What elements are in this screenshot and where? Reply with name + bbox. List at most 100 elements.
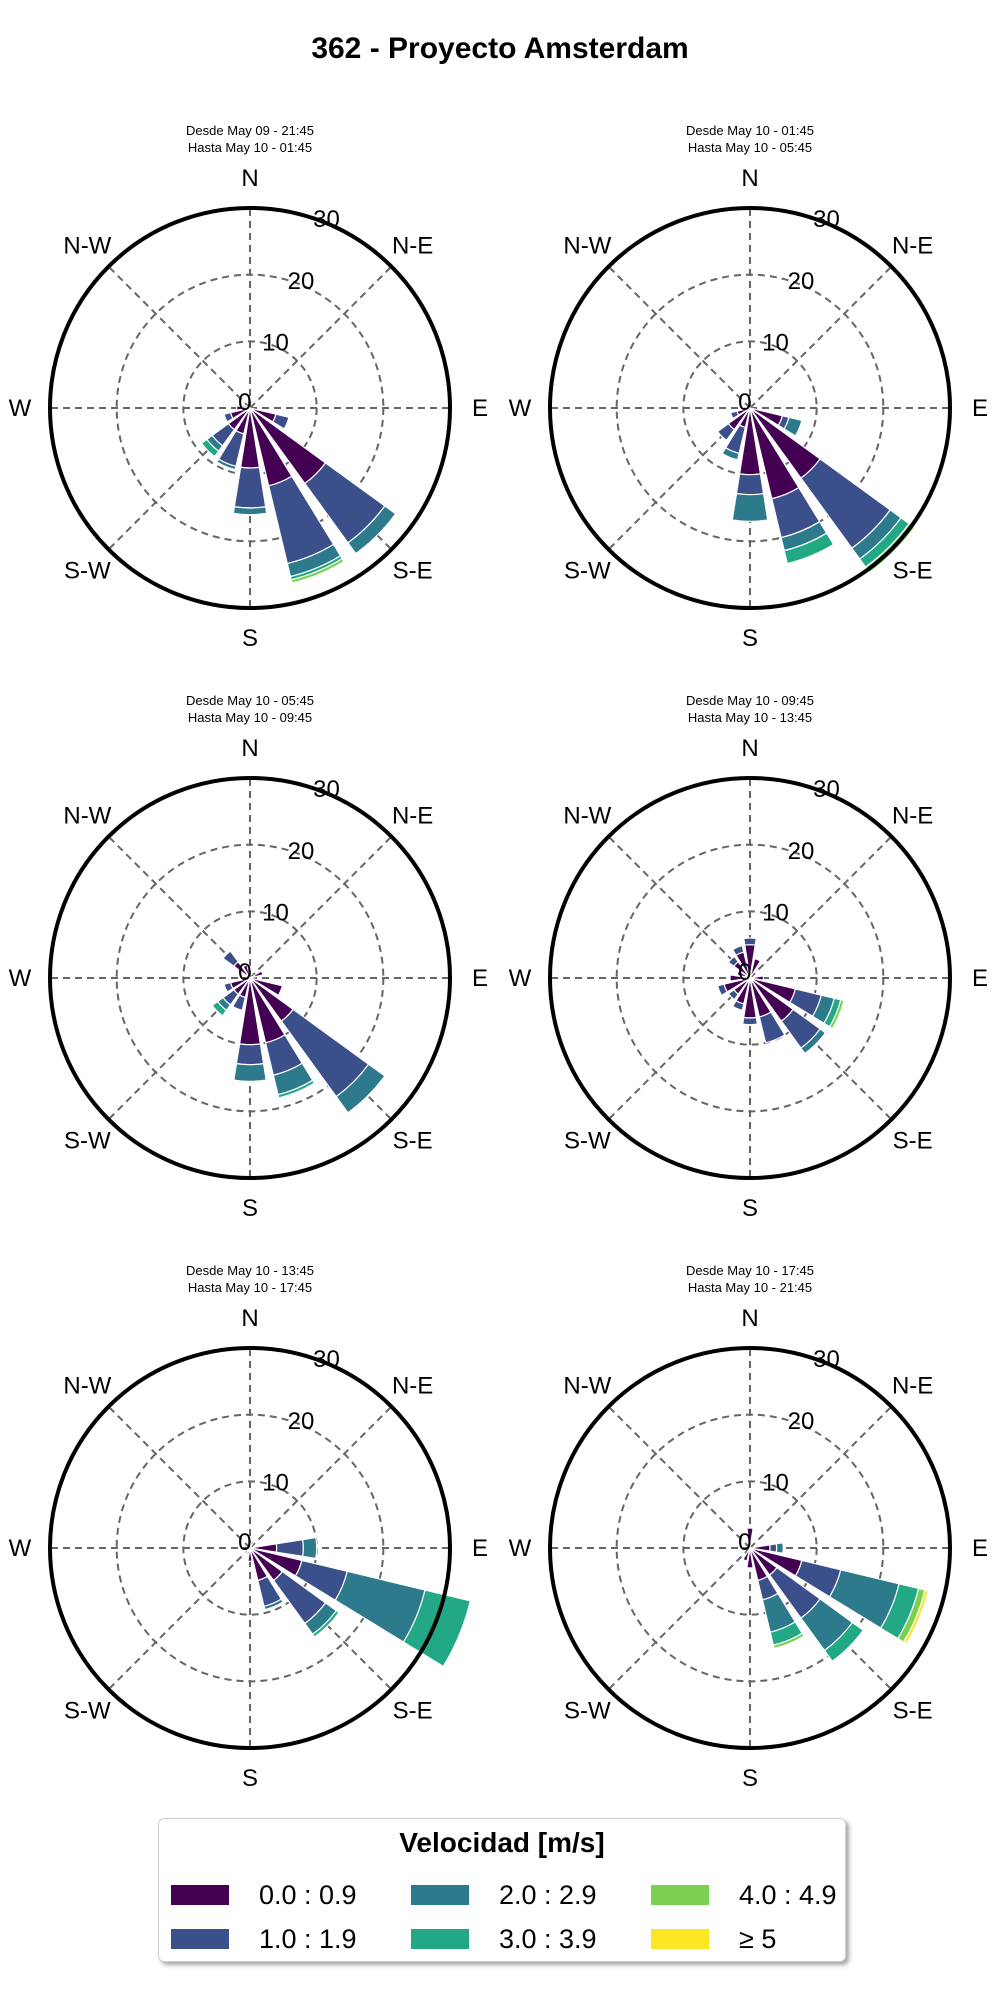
compass-label: N	[741, 165, 758, 192]
windrose-6: 0 10 20 30 N N-E E S-E S S-W W N-W	[509, 1305, 988, 1792]
radial-tick-label: 10	[262, 329, 289, 356]
windrose-5: 0 10 20 30 N N-E E S-E S S-W W N-W	[9, 1305, 488, 1792]
radial-tick-label: 30	[313, 206, 340, 233]
windrose-panel-4: Desde May 10 - 09:45 Hasta May 10 - 13:4…	[500, 688, 1000, 1248]
radial-tick-label: 20	[788, 838, 815, 865]
rose-bar-segment	[263, 1598, 284, 1611]
rose-bar-segment	[716, 422, 736, 442]
radial-tick-label: 0	[738, 389, 751, 416]
compass-label: S-W	[564, 1128, 611, 1155]
radial-tick-label: 10	[762, 329, 789, 356]
panel-subtitle-from: Desde May 09 - 21:45	[186, 123, 314, 138]
rose-bar-segment	[271, 413, 290, 430]
rose-bar-segment	[211, 1000, 228, 1017]
grid-spoke	[607, 1405, 751, 1549]
panel-subtitle: Desde May 10 - 01:45 Hasta May 10 - 05:4…	[500, 122, 1000, 156]
rose-bar-segment	[721, 446, 740, 461]
rose-bar-segment	[731, 492, 769, 522]
compass-label: N-W	[563, 802, 611, 829]
grid-spoke	[249, 1405, 393, 1549]
rose-bar-segment	[242, 403, 251, 409]
legend-label: 1.0 : 1.9	[259, 1924, 357, 1954]
grid-spoke	[249, 835, 393, 979]
compass-label: N-E	[392, 232, 433, 259]
radial-tick-label: 0	[238, 1529, 251, 1556]
rose-bar-segment	[729, 410, 740, 420]
grid-spoke	[749, 977, 893, 1121]
rose-bar-segment	[775, 1542, 784, 1554]
panel-subtitle-to: Hasta May 10 - 21:45	[687, 1280, 813, 1295]
rose-bar-segment	[758, 1011, 786, 1044]
rose-bar-segment	[222, 950, 240, 968]
panel-subtitle-to: Hasta May 10 - 09:45	[187, 710, 313, 725]
rose-bar-segment	[772, 1632, 805, 1650]
compass-label: S	[242, 1765, 258, 1792]
legend-swatch	[651, 1885, 709, 1905]
rose-bar-segment	[301, 1536, 318, 1560]
rose-bar-segment	[247, 1547, 253, 1562]
rose-bar-segment	[731, 944, 745, 957]
compass-label: E	[472, 395, 488, 422]
rose-bar-segment	[769, 1543, 778, 1553]
compass-label: N-W	[63, 1372, 111, 1399]
grid-spoke	[607, 265, 751, 409]
rose-bar-segment	[783, 416, 803, 437]
rose-bar-segment	[200, 438, 220, 458]
rose-bar-segment	[727, 955, 740, 968]
rose-bar-segment	[249, 977, 284, 997]
compass-label: W	[9, 965, 32, 992]
grid-spoke	[107, 1547, 251, 1691]
rose-frame	[48, 1346, 452, 1750]
compass-label: N-E	[892, 1372, 933, 1399]
compass-label: N-E	[392, 1372, 433, 1399]
grid-spoke	[607, 1547, 751, 1691]
compass-label: N	[241, 735, 258, 762]
grid-spoke	[107, 1405, 251, 1549]
grid-spoke	[749, 835, 893, 979]
radial-tick-label: 20	[288, 268, 315, 295]
rose-bar-segment	[223, 981, 234, 993]
panel-subtitle-from: Desde May 10 - 05:45	[186, 693, 314, 708]
radial-tick-label: 20	[788, 1408, 815, 1435]
rose-bar-segment	[216, 458, 237, 471]
radial-tick-label: 0	[238, 959, 251, 986]
rose-bar-segment	[743, 937, 757, 946]
radial-tick-label: 20	[788, 268, 815, 295]
rose-bar-segment	[290, 557, 345, 584]
compass-label: S-W	[64, 1128, 111, 1155]
rose-bar-segment	[746, 1547, 754, 1569]
legend-swatch	[171, 1885, 229, 1905]
legend-label: ≥ 5	[739, 1924, 777, 1954]
compass-label: N	[741, 735, 758, 762]
rose-bar-segment	[277, 1079, 316, 1099]
rose-bar-segment	[742, 1016, 758, 1026]
panel-subtitle: Desde May 10 - 17:45 Hasta May 10 - 21:4…	[500, 1262, 1000, 1296]
compass-label: S-W	[564, 558, 611, 585]
compass-label: N-W	[63, 232, 111, 259]
radial-tick-label: 10	[762, 1469, 789, 1496]
compass-label: S	[742, 1765, 758, 1792]
legend-label: 0.0 : 0.9	[259, 1880, 357, 1910]
rose-bar-segment	[236, 405, 251, 411]
compass-label: E	[972, 965, 988, 992]
windrose-panel-6: Desde May 10 - 17:45 Hasta May 10 - 21:4…	[500, 1258, 1000, 1818]
grid-spoke	[607, 977, 751, 1121]
windrose-3: 0 10 20 30 N N-E E S-E S S-W W N-W	[9, 735, 488, 1222]
compass-label: S	[242, 625, 258, 652]
panel-subtitle-from: Desde May 10 - 01:45	[686, 123, 814, 138]
rose-bar-segment	[231, 994, 247, 1012]
rose-bar-segment	[243, 1547, 251, 1555]
radial-tick-label: 10	[762, 899, 789, 926]
radial-tick-label: 20	[288, 838, 315, 865]
compass-label: W	[9, 395, 32, 422]
compass-label: W	[509, 395, 532, 422]
legend-label: 4.0 : 4.9	[739, 1880, 837, 1910]
compass-label: E	[972, 395, 988, 422]
grid-spoke	[249, 265, 393, 409]
panel-subtitle: Desde May 10 - 09:45 Hasta May 10 - 13:4…	[500, 692, 1000, 726]
radial-tick-label: 30	[813, 776, 840, 803]
rose-bar-segment	[223, 411, 234, 423]
compass-label: N-E	[392, 802, 433, 829]
windrose-4: 0 10 20 30 N N-E E S-E S S-W W N-W	[509, 735, 988, 1222]
